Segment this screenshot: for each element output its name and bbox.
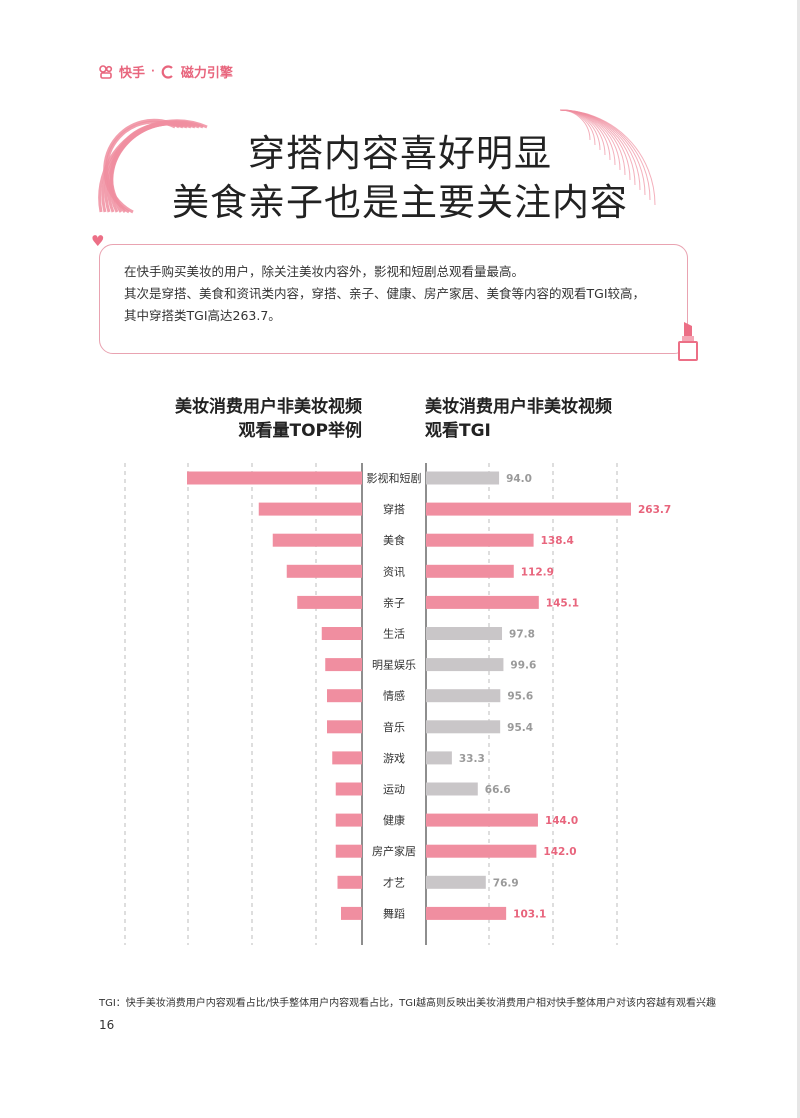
category-label: 亲子 <box>383 595 405 609</box>
left-bar <box>286 564 362 578</box>
category-label: 情感 <box>383 690 405 703</box>
value-label: 94.0 <box>506 473 532 485</box>
right-bar <box>426 751 452 765</box>
left-bar <box>325 658 362 672</box>
right-bar <box>426 595 539 609</box>
value-label: 66.6 <box>485 784 511 796</box>
brand-logos: 快手 · 磁力引擎 <box>99 62 233 81</box>
left-bar <box>321 627 362 640</box>
kuaishou-logo-icon <box>99 64 113 79</box>
left-bar <box>297 595 362 609</box>
right-panel-title-line-1: 美妆消费用户非美妆视频 <box>425 397 612 417</box>
value-label: 144.0 <box>545 815 578 827</box>
value-label: 95.4 <box>507 722 533 734</box>
category-label: 明星娱乐 <box>372 658 416 672</box>
right-panel-title-line-2: 观看TGI <box>425 421 491 441</box>
value-label: 138.4 <box>541 535 574 547</box>
left-bar <box>335 813 362 827</box>
brand-logo-1: 快手 <box>119 66 146 81</box>
intro-line-2: 其次是穿搭、美食和资讯类内容，穿搭、亲子、健康、房产家居、美食等内容的观看TGI… <box>124 286 646 301</box>
value-label: 97.8 <box>509 629 535 641</box>
category-label: 美食 <box>383 533 405 547</box>
category-label: 音乐 <box>383 720 405 734</box>
value-label: 95.6 <box>507 691 533 703</box>
category-label: 舞蹈 <box>383 907 405 920</box>
lipstick-icon <box>678 322 698 361</box>
decor-arc-right <box>559 109 656 206</box>
right-bar <box>426 720 501 734</box>
left-bar <box>327 689 362 703</box>
right-bar <box>426 533 534 547</box>
category-label: 健康 <box>383 813 405 827</box>
category-label: 资讯 <box>383 565 405 578</box>
intro-line-3: 其中穿搭类TGI高达263.7。 <box>124 308 281 323</box>
left-panel-title-line-1: 美妆消费用户非美妆视频 <box>175 397 362 417</box>
right-bar <box>426 502 631 516</box>
right-panel-title: 美妆消费用户非美妆视频 观看TGI <box>425 395 612 443</box>
right-bar <box>426 782 478 796</box>
right-bar <box>426 627 503 640</box>
left-bar <box>335 844 362 858</box>
right-bar <box>426 689 501 703</box>
right-bar <box>426 906 507 920</box>
left-bar <box>327 720 362 734</box>
butterfly-chart: 94.0 影视和短剧 263.7 穿搭 138.4 美食 112.9 资讯 145.1 亲子 97.… <box>124 463 671 945</box>
page-title-line-2: 美食亲子也是主要关注内容 <box>172 181 628 224</box>
footnote: TGI：快手美妆消费用户内容观看占比/快手整体用户内容观看占比，TGI越高则反映… <box>99 998 716 1009</box>
category-label: 运动 <box>383 783 405 796</box>
right-bar <box>426 813 538 827</box>
left-panel-title-line-2: 观看量TOP举例 <box>238 421 362 441</box>
value-label: 33.3 <box>459 753 485 765</box>
right-bar <box>426 658 504 672</box>
left-bar <box>337 875 362 889</box>
brand-logo-2: 磁力引擎 <box>180 66 233 81</box>
page-edge-shadow <box>797 0 800 1118</box>
page-number: 16 <box>99 1018 115 1032</box>
left-bar <box>258 502 362 516</box>
right-bar <box>426 844 537 858</box>
category-label: 房产家居 <box>372 844 416 858</box>
intro-line-1: 在快手购买美妆的用户，除关注美妆内容外，影视和短剧总观看量最高。 <box>124 264 525 279</box>
intro-text: 在快手购买美妆的用户，除关注美妆内容外，影视和短剧总观看量最高。 其次是穿搭、美… <box>124 261 684 327</box>
left-bar <box>272 533 362 547</box>
category-label: 游戏 <box>383 752 405 765</box>
heart-icon: ♥ <box>91 232 105 250</box>
decor-arc-left <box>98 119 208 213</box>
category-label: 才艺 <box>383 875 405 889</box>
decorative-arcs <box>98 109 656 214</box>
right-bar <box>426 875 486 889</box>
value-label: 103.1 <box>513 908 546 920</box>
right-bar <box>426 564 514 578</box>
left-bar <box>332 751 362 765</box>
intro-box <box>99 244 688 354</box>
value-label: 99.6 <box>510 660 536 672</box>
left-panel-title: 美妆消费用户非美妆视频 观看量TOP举例 <box>175 395 362 443</box>
page-title-line-1: 穿搭内容喜好明显 <box>248 132 552 175</box>
category-label: 生活 <box>383 627 405 641</box>
category-label: 影视和短剧 <box>367 471 422 485</box>
value-label: 76.9 <box>493 877 519 889</box>
brand-separator: · <box>151 66 155 77</box>
value-label: 112.9 <box>521 566 554 578</box>
left-bar <box>187 471 362 485</box>
left-bar <box>341 906 362 920</box>
value-label: 145.1 <box>546 597 579 609</box>
value-label: 142.0 <box>543 846 576 858</box>
right-bar <box>426 471 500 485</box>
value-label: 263.7 <box>638 504 671 516</box>
left-bar <box>335 782 362 796</box>
category-label: 穿搭 <box>383 502 405 516</box>
cili-engine-logo-icon <box>161 64 173 79</box>
